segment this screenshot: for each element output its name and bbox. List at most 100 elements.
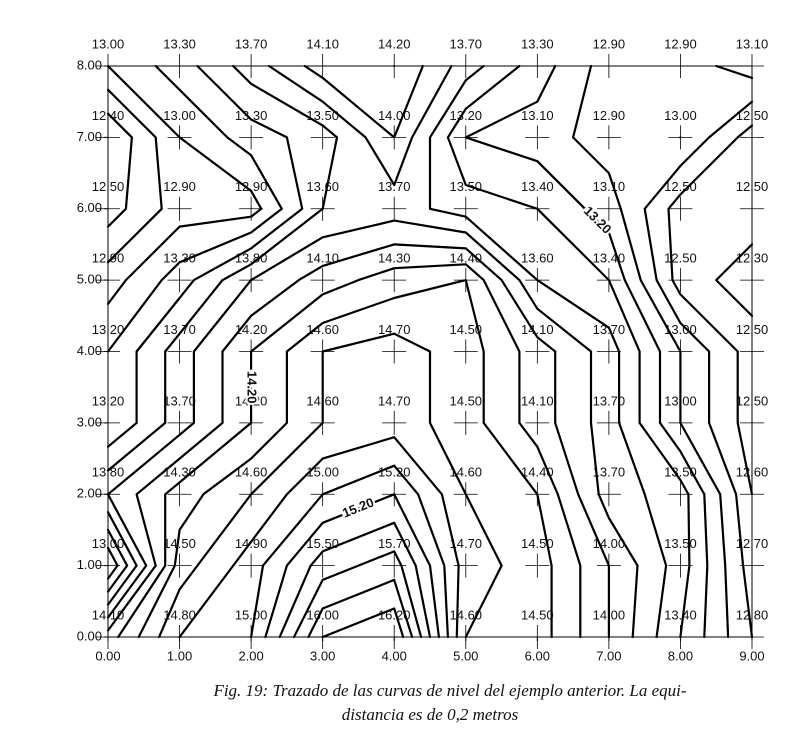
- node-label: 12.90: [664, 36, 697, 51]
- node-label: 13.20: [92, 393, 125, 408]
- node-cross: [453, 339, 478, 364]
- contour-line: [292, 550, 423, 639]
- node-label: 14.80: [163, 607, 196, 622]
- node-cross: [525, 54, 550, 78]
- contour-line: [106, 64, 709, 639]
- node-cross: [596, 196, 621, 221]
- y-tick-label: 0.00: [77, 628, 102, 643]
- node-label: 14.10: [306, 36, 339, 51]
- node-label: 14.70: [450, 536, 483, 551]
- node-label: 13.30: [521, 36, 554, 51]
- node-label: 12.50: [92, 179, 125, 194]
- node-cross: [167, 339, 192, 364]
- x-tick-label: 2.00: [238, 648, 263, 663]
- node-cross: [96, 553, 120, 578]
- y-tick-label: 8.00: [77, 57, 102, 72]
- node-cross: [382, 339, 407, 364]
- node-label: 13.80: [235, 251, 268, 266]
- node-label: 14.50: [450, 322, 483, 337]
- node-cross: [525, 553, 550, 578]
- node-label: 15.00: [306, 465, 339, 480]
- x-tick-label: 1.00: [167, 648, 192, 663]
- node-label: 13.10: [593, 179, 626, 194]
- node-label: 12.30: [736, 251, 769, 266]
- node-label: 13.80: [92, 465, 125, 480]
- node-label: 14.60: [235, 465, 268, 480]
- node-cross: [525, 125, 550, 150]
- node-cross: [740, 54, 764, 78]
- node-label: 14.50: [521, 607, 554, 622]
- node-cross: [239, 125, 264, 150]
- node-label: 13.70: [450, 36, 483, 51]
- node-label: 13.30: [163, 36, 196, 51]
- node-label: 13.70: [378, 179, 411, 194]
- caption: Fig. 19: Trazado de las curvas de nivel …: [212, 681, 686, 700]
- node-cross: [525, 410, 550, 435]
- node-label: 14.50: [163, 536, 196, 551]
- node-cross: [310, 268, 335, 293]
- node-cross: [382, 268, 407, 293]
- node-label: 13.30: [163, 251, 196, 266]
- node-cross: [310, 54, 335, 78]
- node-label: 15.50: [306, 536, 339, 551]
- node-cross: [596, 339, 621, 364]
- node-cross: [382, 410, 407, 435]
- x-tick-label: 4.00: [382, 648, 407, 663]
- node-cross: [453, 410, 478, 435]
- y-tick-label: 3.00: [77, 414, 102, 429]
- node-cross: [167, 482, 192, 507]
- x-tick-label: 9.00: [739, 648, 764, 663]
- node-label: 14.70: [378, 393, 411, 408]
- node-label: 13.70: [235, 36, 268, 51]
- contour-line: [106, 88, 754, 639]
- node-label: 13.00: [163, 108, 196, 123]
- node-label: 13.00: [92, 36, 125, 51]
- node-cross: [239, 553, 264, 578]
- node-label: 12.50: [664, 179, 697, 194]
- x-tick-label: 7.00: [596, 648, 621, 663]
- node-cross: [740, 268, 764, 293]
- node-cross: [310, 553, 335, 578]
- contour-label: 14.20: [245, 371, 260, 404]
- node-label: 13.20: [450, 108, 483, 123]
- node-cross: [740, 196, 764, 221]
- node-label: 13.00: [664, 322, 697, 337]
- node-cross: [596, 410, 621, 435]
- node-label: 12.40: [92, 108, 125, 123]
- node-label: 13.40: [521, 179, 554, 194]
- node-label: 13.10: [521, 108, 554, 123]
- node-cross: [740, 125, 764, 150]
- y-tick-label: 4.00: [77, 343, 102, 358]
- node-label: 14.10: [521, 322, 554, 337]
- x-tick-label: 0.00: [95, 648, 120, 663]
- contour-line: [106, 64, 610, 639]
- node-cross: [740, 410, 764, 435]
- x-tick-label: 3.00: [310, 648, 335, 663]
- node-label: 14.10: [521, 393, 554, 408]
- contour-line: [106, 64, 639, 639]
- y-tick-label: 1.00: [77, 557, 102, 572]
- node-label: 16.00: [306, 607, 339, 622]
- node-label: 14.20: [378, 36, 411, 51]
- contour-line: [321, 607, 405, 639]
- node-label: 13.60: [521, 251, 554, 266]
- node-label: 12.60: [736, 465, 769, 480]
- node-cross: [96, 125, 120, 150]
- y-tick-label: 7.00: [77, 129, 102, 144]
- node-label: 13.70: [593, 393, 626, 408]
- node-label: 13.00: [664, 108, 697, 123]
- contour-line: [278, 521, 432, 639]
- node-cross: [167, 553, 192, 578]
- contour-line: [106, 112, 754, 496]
- node-label: 15.00: [235, 607, 268, 622]
- node-label: 14.30: [378, 251, 411, 266]
- contour-line: [137, 279, 553, 639]
- node-cross: [740, 339, 764, 364]
- node-label: 12.90: [235, 179, 268, 194]
- contour-line: [264, 493, 440, 639]
- node-label: 12.50: [664, 251, 697, 266]
- y-tick-label: 5.00: [77, 272, 102, 287]
- node-cross: [167, 410, 192, 435]
- node-label: 13.50: [450, 179, 483, 194]
